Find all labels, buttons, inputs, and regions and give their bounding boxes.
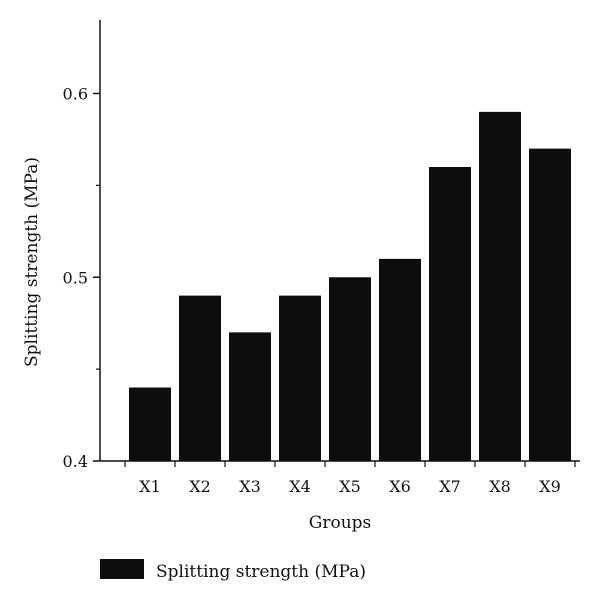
x-tick-label: X1 (139, 477, 161, 496)
x-tick-label: X5 (339, 477, 361, 496)
y-tick-label: 0.5 (63, 268, 88, 287)
x-tick-label: X9 (539, 477, 561, 496)
bar-x7 (429, 167, 471, 461)
bars (129, 111, 571, 461)
x-axis-title: Groups (309, 513, 372, 533)
bar-x4 (279, 295, 321, 461)
x-tick-label: X6 (389, 477, 411, 496)
bar-x8 (479, 111, 521, 461)
legend: Splitting strength (MPa) (100, 559, 366, 582)
bar-x6 (379, 258, 421, 461)
bar-x1 (129, 387, 171, 461)
legend-swatch (100, 559, 144, 579)
bar-x5 (329, 277, 371, 461)
bar-x3 (229, 332, 271, 461)
y-tick-label: 0.6 (63, 85, 88, 104)
bar-x2 (179, 295, 221, 461)
x-tick-label: X2 (189, 477, 211, 496)
ticks: 0.4 0.5 0.6 X1 X2 X3 X4 X5 X6 X7 X8 X9 (63, 85, 576, 496)
legend-label: Splitting strength (MPa) (156, 562, 366, 582)
bar-x9 (529, 148, 571, 461)
x-tick-label: X8 (489, 477, 511, 496)
y-tick-label: 0.4 (63, 452, 88, 471)
y-axis-title: Splitting strength (MPa) (22, 157, 42, 367)
x-tick-label: X3 (239, 477, 261, 496)
x-tick-label: X4 (289, 477, 311, 496)
x-tick-label: X7 (439, 477, 461, 496)
